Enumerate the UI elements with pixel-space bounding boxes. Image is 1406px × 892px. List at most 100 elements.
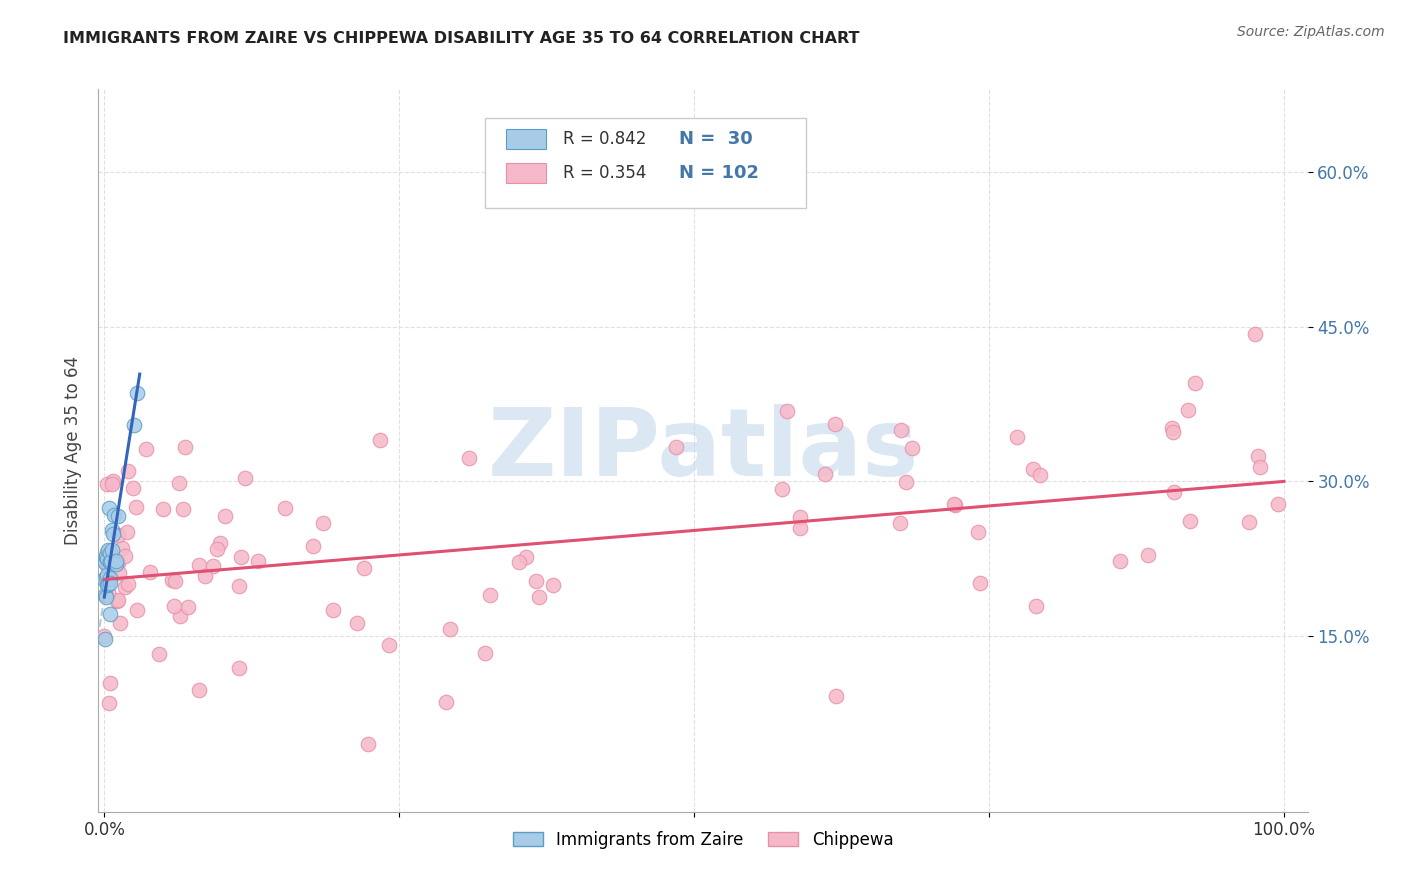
Point: [896, 475, 918, 490]
Point: [135, 442, 157, 457]
Point: [1237, 515, 1260, 529]
Point: [789, 510, 811, 524]
Y-axis label: Disability Age 35 to 64: Disability Age 35 to 64: [63, 356, 82, 545]
Point: [98, 546, 121, 560]
Point: [943, 498, 966, 512]
Point: [97, 574, 120, 588]
Point: [163, 599, 186, 613]
Point: [114, 549, 136, 563]
Point: [378, 638, 401, 652]
Point: [889, 516, 911, 531]
Point: [229, 549, 252, 564]
Point: [100, 543, 122, 558]
Point: [273, 501, 295, 516]
Point: [214, 509, 236, 524]
Point: [173, 440, 195, 454]
Point: [177, 599, 200, 614]
Point: [107, 528, 129, 542]
Point: [969, 575, 991, 590]
Point: [1249, 460, 1271, 475]
Point: [96, 558, 118, 573]
Point: [772, 482, 794, 496]
Text: R = 0.354: R = 0.354: [562, 164, 647, 182]
Point: [117, 576, 139, 591]
Point: [96, 552, 118, 566]
Legend: Immigrants from Zaire, Chippewa: Immigrants from Zaire, Chippewa: [506, 824, 900, 855]
Point: [1109, 554, 1132, 568]
Text: Source: ZipAtlas.com: Source: ZipAtlas.com: [1237, 25, 1385, 39]
Point: [942, 497, 965, 511]
Point: [101, 477, 124, 491]
Point: [107, 592, 129, 607]
Point: [125, 500, 148, 514]
Point: [1247, 450, 1270, 464]
Point: [96, 477, 118, 491]
Point: [117, 464, 139, 478]
Point: [98, 571, 121, 585]
Point: [1178, 515, 1201, 529]
Point: [312, 516, 335, 531]
FancyBboxPatch shape: [485, 118, 806, 209]
Point: [127, 385, 149, 400]
Point: [104, 554, 127, 568]
Point: [439, 623, 461, 637]
Point: [966, 524, 988, 539]
Point: [201, 559, 224, 574]
Point: [97, 500, 120, 515]
Point: [890, 423, 912, 437]
Point: [900, 441, 922, 455]
Point: [1029, 467, 1052, 482]
Point: [94, 591, 117, 605]
Point: [205, 541, 228, 556]
Point: [101, 523, 124, 537]
Point: [478, 588, 501, 602]
Point: [526, 574, 548, 589]
Point: [357, 737, 380, 751]
Point: [114, 580, 136, 594]
Text: R = 0.842: R = 0.842: [562, 130, 647, 148]
Point: [110, 615, 132, 630]
Point: [228, 579, 250, 593]
Point: [1184, 376, 1206, 391]
Point: [824, 417, 846, 431]
Point: [139, 565, 162, 579]
Point: [103, 508, 125, 522]
Text: ZIPatlas: ZIPatlas: [488, 404, 918, 497]
Point: [508, 555, 530, 569]
Point: [94, 556, 117, 570]
Point: [125, 603, 148, 617]
Point: [96, 568, 118, 582]
Point: [103, 526, 125, 541]
Point: [97, 696, 120, 710]
Point: [789, 521, 811, 535]
Point: [814, 467, 837, 482]
Point: [96, 549, 118, 564]
Point: [162, 574, 184, 588]
Point: [824, 689, 846, 703]
Point: [1267, 497, 1289, 511]
Point: [122, 481, 145, 495]
Point: [353, 561, 375, 575]
Point: [94, 632, 117, 647]
Point: [97, 542, 120, 557]
Point: [98, 555, 121, 569]
Point: [1005, 429, 1028, 443]
Point: [100, 675, 122, 690]
Point: [101, 474, 124, 488]
Point: [458, 451, 481, 466]
Point: [1025, 599, 1047, 613]
Bar: [506, 163, 546, 183]
Point: [169, 609, 191, 624]
Point: [188, 682, 211, 697]
Point: [1137, 548, 1160, 562]
Text: N =  30: N = 30: [679, 130, 752, 148]
Point: [193, 569, 215, 583]
Point: [111, 541, 134, 556]
Point: [108, 566, 131, 580]
Point: [152, 502, 174, 516]
Point: [247, 554, 270, 568]
Point: [97, 585, 120, 599]
Point: [1022, 462, 1045, 476]
Point: [104, 557, 127, 571]
Point: [527, 590, 550, 604]
